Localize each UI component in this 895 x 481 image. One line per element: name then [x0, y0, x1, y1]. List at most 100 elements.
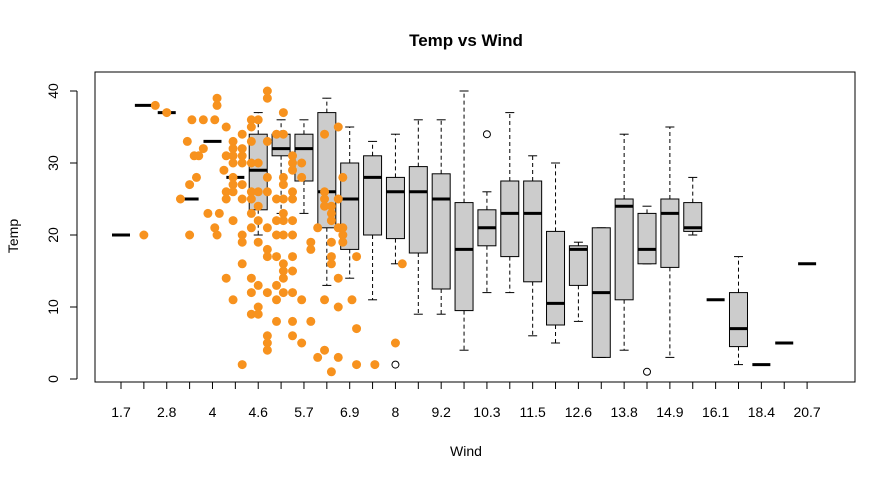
x-tick-label: 4	[209, 404, 217, 420]
box-8	[385, 133, 405, 369]
scatter-point	[272, 280, 282, 290]
scatter-point	[162, 108, 172, 118]
box-body	[523, 180, 543, 283]
scatter-point	[175, 194, 185, 204]
scatter-point	[237, 180, 247, 190]
scatter-point	[278, 230, 288, 240]
scatter-point	[278, 108, 288, 118]
y-axis: 0 10 20 30 40	[45, 83, 78, 383]
scatter-point	[139, 230, 149, 240]
x-tick-label: 13.8	[611, 404, 638, 420]
scatter-point	[306, 244, 316, 254]
x-tick-label: 4.6	[248, 404, 268, 420]
box-7.4	[363, 140, 383, 301]
scatter-point	[212, 100, 222, 110]
x-tick-label: 18.4	[748, 404, 775, 420]
scatter-point	[352, 360, 362, 370]
scatter-point	[370, 360, 380, 370]
scatter-point	[297, 172, 307, 182]
box-body	[728, 292, 748, 348]
scatter-point	[228, 187, 238, 197]
scatter-point	[262, 136, 272, 146]
scatter-point	[253, 280, 263, 290]
scatter-point	[253, 115, 263, 125]
box-body	[500, 180, 520, 258]
scatter-point	[262, 345, 272, 355]
scatter-point	[333, 352, 343, 362]
scatter-point	[338, 172, 348, 182]
scatter-point	[185, 180, 195, 190]
scatter-point	[262, 288, 272, 298]
scatter-point	[262, 252, 272, 262]
y-tick-label: 40	[45, 83, 61, 99]
scatter-point	[237, 360, 247, 370]
outlier-point	[391, 360, 400, 369]
scatter-point	[278, 216, 288, 226]
scatter-point	[326, 367, 336, 377]
scatter-point	[288, 266, 298, 276]
x-tick-label: 11.5	[520, 404, 546, 420]
box-body	[683, 202, 703, 232]
scatter-point	[288, 288, 298, 298]
x-tick-label: 9.2	[431, 404, 451, 420]
box-12.6	[568, 241, 588, 322]
x-tick-label: 12.6	[565, 404, 592, 420]
scatter-point	[221, 194, 231, 204]
box-11.5	[523, 155, 543, 337]
box-body	[454, 202, 474, 312]
y-tick-label: 0	[45, 375, 61, 383]
scatter-point	[288, 230, 298, 240]
scatter-point	[221, 122, 231, 132]
box-12	[546, 162, 566, 344]
scatter-point	[187, 115, 197, 125]
scatter-point	[333, 122, 343, 132]
scatter-point	[185, 230, 195, 240]
scatter-point	[288, 165, 298, 175]
scatter-point	[228, 158, 238, 168]
scatter-point	[278, 288, 288, 298]
box-body	[568, 245, 588, 286]
scatter-point	[278, 180, 288, 190]
scatter-point	[352, 252, 362, 262]
x-tick-label: 16.1	[702, 404, 729, 420]
box-body	[385, 176, 405, 240]
x-tick-label: 6.9	[340, 404, 360, 420]
scatter-point	[306, 316, 316, 326]
scatter-point	[278, 194, 288, 204]
scatter-point	[253, 309, 263, 319]
box-16.6	[728, 256, 748, 366]
scatter-point	[320, 345, 330, 355]
scatter-point	[237, 158, 247, 168]
scatter-point	[297, 338, 307, 348]
box-body	[614, 198, 634, 301]
scatter-point	[262, 93, 272, 103]
box-10.9	[500, 112, 520, 294]
box-body	[637, 212, 657, 265]
x-axis-label: Wind	[450, 443, 482, 459]
scatter-point	[182, 136, 192, 146]
scatter-point	[272, 252, 282, 262]
scatter-point	[150, 100, 160, 110]
box-10.3	[477, 130, 497, 294]
box-13.8	[614, 133, 634, 351]
scatter-point	[246, 273, 256, 283]
scatter-point	[246, 208, 256, 218]
scatter-point	[253, 201, 263, 211]
scatter-point	[333, 302, 343, 312]
box-9.2	[431, 119, 451, 315]
x-axis: 1.7 2.8 4 4.6 5.7 6.9 8 9.2 10.3 11.5 12.6 13.8 14.9…	[111, 381, 821, 420]
scatter-point	[262, 172, 272, 182]
x-tick-label: 10.3	[473, 404, 500, 420]
y-tick-label: 10	[45, 299, 61, 315]
scatter-point	[272, 316, 282, 326]
scatter-point	[278, 129, 288, 139]
scatter-point	[246, 136, 256, 146]
scatter-point	[313, 223, 323, 233]
scatter-point	[246, 223, 256, 233]
scatter-point	[326, 216, 336, 226]
scatter-point	[297, 158, 307, 168]
scatter-point	[253, 187, 263, 197]
scatter-point	[313, 352, 323, 362]
scatter-point	[326, 237, 336, 247]
